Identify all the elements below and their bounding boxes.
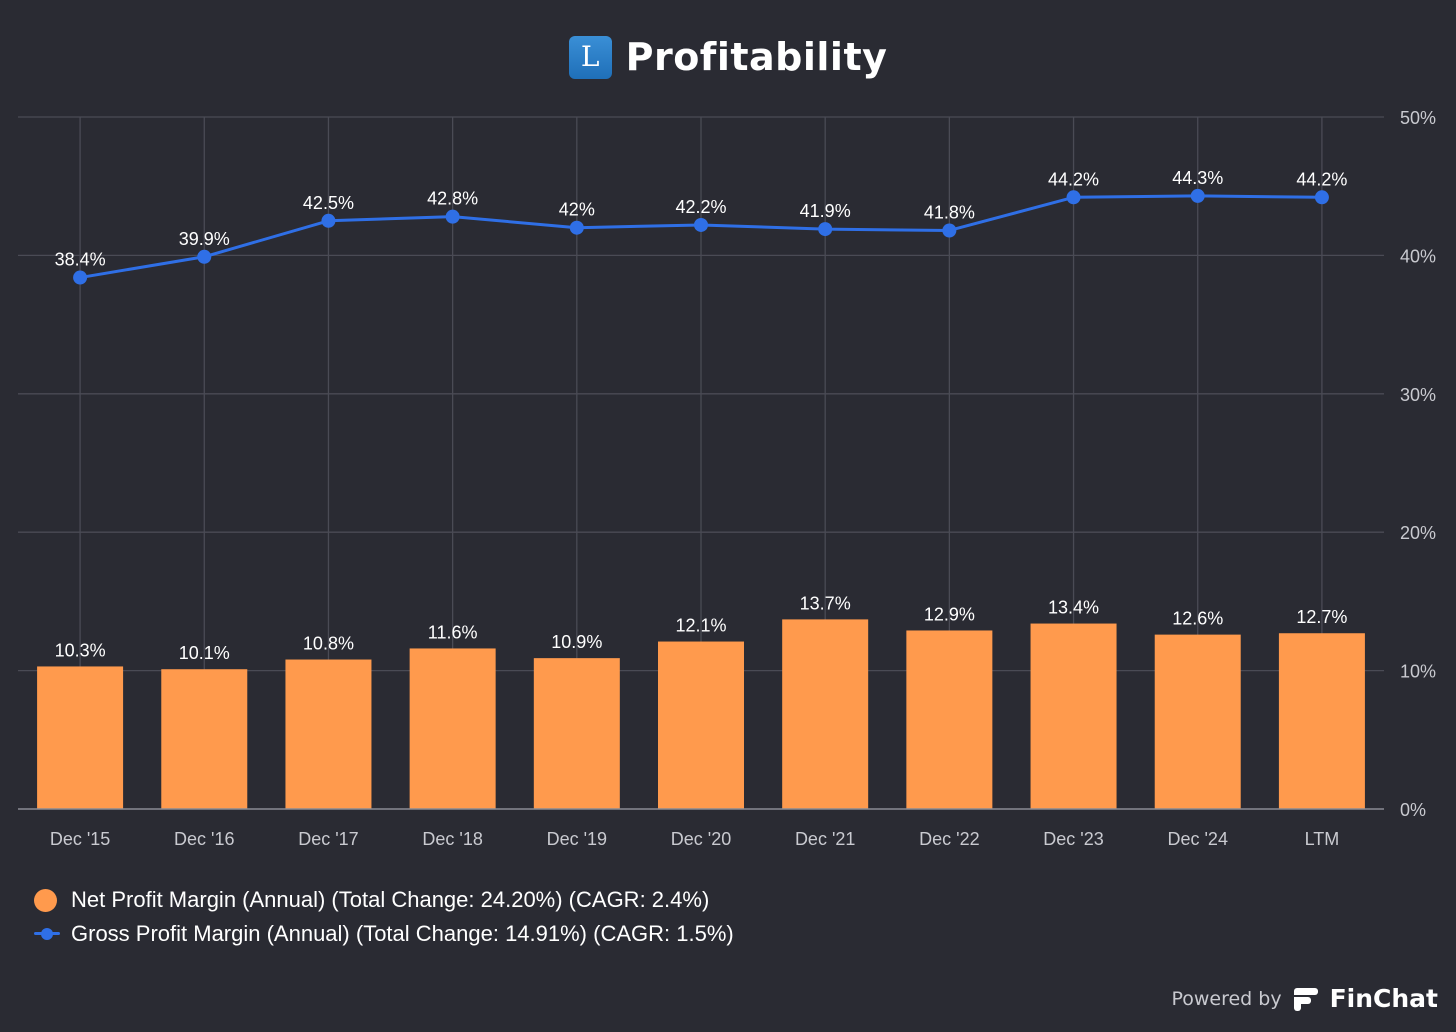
chart-title: Profitability (625, 35, 888, 79)
line-data-label: 42.8% (427, 189, 478, 209)
y-tick-label: 30% (1400, 385, 1436, 405)
bar-data-label: 13.4% (1048, 598, 1099, 618)
y-tick-label: 50% (1400, 108, 1436, 128)
line-data-label: 42% (559, 200, 595, 220)
line-data-label: 41.8% (924, 202, 975, 222)
finchat-logo-icon (1292, 985, 1320, 1013)
x-tick-label: Dec '21 (795, 829, 855, 849)
bar-net-profit-margin (782, 619, 869, 809)
bar-net-profit-margin (409, 648, 496, 809)
bar-data-label: 10.9% (551, 632, 602, 652)
bar-net-profit-margin (1030, 623, 1117, 809)
y-tick-label: 0% (1400, 800, 1426, 820)
legend-line-icon (34, 924, 60, 944)
line-data-label: 44.2% (1296, 169, 1347, 189)
line-data-label: 41.9% (800, 201, 851, 221)
x-tick-label: Dec '18 (422, 829, 482, 849)
y-tick-label: 40% (1400, 246, 1436, 266)
x-tick-label: Dec '15 (50, 829, 110, 849)
bar-net-profit-margin (1154, 634, 1241, 809)
company-logo-icon: L (568, 35, 612, 79)
legend-label-gross-profit-margin: Gross Profit Margin (Annual) (Total Chan… (71, 921, 734, 946)
bar-data-label: 12.9% (924, 604, 975, 624)
point-gross-profit-margin (197, 249, 212, 264)
bar-data-label: 12.6% (1172, 609, 1223, 629)
bar-net-profit-margin (285, 659, 372, 809)
bar-net-profit-margin (658, 641, 744, 809)
x-tick-label: Dec '23 (1043, 829, 1103, 849)
point-gross-profit-margin (73, 270, 88, 285)
point-gross-profit-margin (694, 217, 708, 232)
bar-data-label: 10.3% (55, 640, 106, 660)
bar-net-profit-margin (161, 669, 248, 809)
line-data-label: 42.5% (303, 193, 354, 213)
bar-data-label: 12.7% (1296, 607, 1347, 627)
y-tick-label: 20% (1400, 523, 1436, 543)
finchat-brand-name: FinChat (1329, 984, 1438, 1013)
line-data-label: 42.2% (675, 197, 726, 217)
y-tick-label: 10% (1400, 662, 1436, 682)
bar-net-profit-margin (1278, 633, 1365, 809)
point-gross-profit-margin (942, 223, 957, 238)
x-tick-label: Dec '24 (1167, 829, 1227, 849)
bar-data-label: 12.1% (675, 616, 726, 636)
legend-dot-icon (34, 888, 57, 912)
line-data-label: 44.3% (1172, 168, 1223, 188)
legend-label-net-profit-margin: Net Profit Margin (Annual) (Total Change… (71, 887, 710, 912)
x-tick-label: Dec '20 (671, 829, 731, 849)
legend-item-gross-profit-margin[interactable]: Gross Profit Margin (Annual) (Total Chan… (34, 917, 734, 951)
powered-by-finchat[interactable]: Powered by FinChat (1171, 984, 1438, 1013)
powered-by-text: Powered by (1171, 987, 1282, 1010)
x-tick-label: LTM (1305, 829, 1340, 849)
bar-net-profit-margin (906, 630, 993, 809)
bar-net-profit-margin (37, 666, 124, 809)
bar-data-label: 13.7% (800, 593, 851, 613)
point-gross-profit-margin (1314, 190, 1329, 205)
bar-data-label: 10.1% (179, 643, 230, 663)
point-gross-profit-margin (818, 222, 833, 237)
bar-net-profit-margin (533, 658, 620, 809)
company-logo-letter: L (580, 40, 600, 73)
x-tick-label: Dec '16 (174, 829, 234, 849)
x-tick-label: Dec '19 (547, 829, 607, 849)
bar-data-label: 11.6% (428, 622, 478, 642)
point-gross-profit-margin (1066, 190, 1081, 205)
x-tick-label: Dec '22 (919, 829, 979, 849)
point-gross-profit-margin (445, 209, 460, 224)
line-data-label: 39.9% (179, 229, 230, 249)
bar-data-label: 10.8% (303, 634, 354, 654)
point-gross-profit-margin (1190, 188, 1205, 203)
point-gross-profit-margin (321, 213, 336, 228)
line-data-label: 38.4% (55, 250, 106, 270)
x-tick-label: Dec '17 (298, 829, 358, 849)
chart-header: L Profitability (0, 34, 1456, 80)
legend-item-net-profit-margin[interactable]: Net Profit Margin (Annual) (Total Change… (34, 883, 734, 917)
point-gross-profit-margin (569, 220, 584, 235)
line-data-label: 44.2% (1048, 169, 1099, 189)
chart-legend: Net Profit Margin (Annual) (Total Change… (34, 883, 734, 951)
